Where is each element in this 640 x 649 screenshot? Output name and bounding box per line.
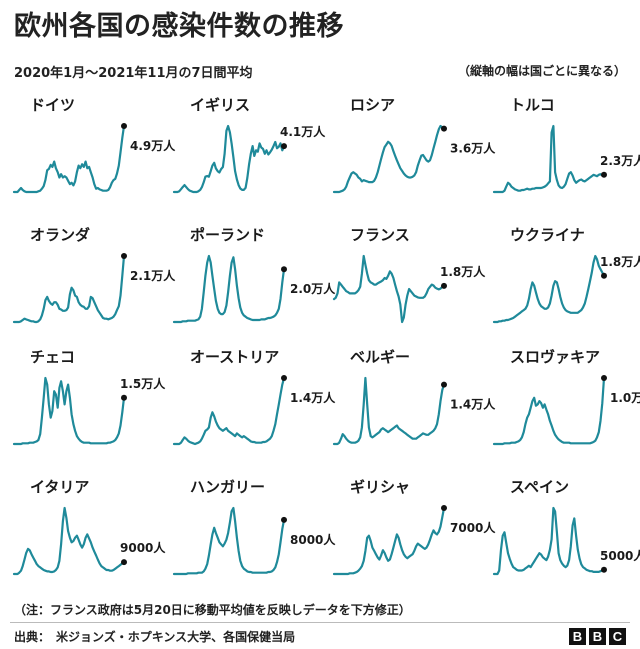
country-panel: フランス 1.8万人 <box>332 226 486 324</box>
country-panel: ウクライナ 1.8万人 <box>492 226 640 324</box>
country-panel: スペイン 5000人 <box>492 478 640 576</box>
bbc-logo: B B C <box>569 628 626 645</box>
latest-value-dot <box>601 171 607 178</box>
country-panel: チェコ 1.5万人 <box>12 348 166 446</box>
case-trend-line <box>332 376 446 446</box>
case-trend-line <box>12 124 126 194</box>
latest-value-dot <box>601 566 607 573</box>
country-panel: トルコ 2.3万人 <box>492 96 640 194</box>
latest-value-label: 2.3万人 <box>600 153 640 168</box>
country-name: オランダ <box>30 226 90 244</box>
latest-value-dot <box>281 143 287 150</box>
bbc-logo-letter: B <box>569 628 586 645</box>
latest-value-label: 1.8万人 <box>600 254 640 269</box>
country-panel: スロヴァキア 1.0万人 <box>492 348 640 446</box>
latest-value-label: 7000人 <box>450 520 496 535</box>
country-name: ギリシャ <box>350 478 410 496</box>
country-name: イタリア <box>30 478 89 496</box>
case-trend-line <box>12 506 126 576</box>
country-panel: イタリア 9000人 <box>12 478 166 576</box>
country-name: ドイツ <box>30 96 75 114</box>
latest-value-label: 1.8万人 <box>440 264 486 279</box>
case-trend-line <box>332 254 446 324</box>
case-trend-line <box>172 124 286 194</box>
latest-value-label: 1.5万人 <box>120 376 166 391</box>
country-panel: オーストリア 1.4万人 <box>172 348 336 446</box>
latest-value-label: 3.6万人 <box>450 141 496 156</box>
latest-value-label: 2.0万人 <box>290 281 336 296</box>
country-panel: ロシア 3.6万人 <box>332 96 496 194</box>
country-name: ハンガリー <box>190 478 265 496</box>
case-trend-line <box>332 124 446 194</box>
country-name: イギリス <box>190 96 250 114</box>
latest-value-dot <box>121 559 127 566</box>
latest-value-dot <box>121 253 127 259</box>
latest-value-dot <box>281 266 287 273</box>
country-name: ベルギー <box>350 348 410 366</box>
country-name: ロシア <box>350 96 395 114</box>
country-name: チェコ <box>30 348 75 366</box>
country-name: オーストリア <box>190 348 279 366</box>
bbc-logo-letter: C <box>609 628 626 645</box>
latest-value-dot <box>441 125 447 132</box>
country-name: スロヴァキア <box>510 348 600 366</box>
case-trend-line <box>172 506 286 576</box>
page-subtitle: 2020年1月～2021年11月の7日間平均 <box>14 66 253 81</box>
case-trend-line <box>492 376 606 446</box>
latest-value-dot <box>281 516 287 523</box>
small-multiples-grid: ドイツ 4.9万人 イギリス 4.1万人 ロシア 3.6万人 トルコ 2.3万人オランダ 2.1… <box>12 96 640 576</box>
footnote: （注：フランス政府は5月20日に移動平均値を反映しデータを下方修正） <box>14 603 411 617</box>
country-panel: ベルギー 1.4万人 <box>332 348 496 446</box>
source-credit: 出典： 米ジョンズ・ホプキンス大学、各国保健当局 <box>14 630 296 644</box>
latest-value-dot <box>441 282 447 289</box>
country-panel: ギリシャ 7000人 <box>332 478 496 576</box>
latest-value-dot <box>281 375 287 381</box>
latest-value-label: 2.1万人 <box>130 268 176 283</box>
country-panel: ドイツ 4.9万人 <box>12 96 176 194</box>
latest-value-dot <box>121 123 127 129</box>
latest-value-label: 1.4万人 <box>290 390 336 405</box>
country-name: トルコ <box>510 96 555 114</box>
axis-scale-note: （縦軸の幅は国ごとに異なる） <box>457 64 626 78</box>
case-trend-line <box>12 376 126 446</box>
latest-value-label: 5000人 <box>600 548 640 563</box>
latest-value-dot <box>441 381 447 388</box>
latest-value-label: 4.9万人 <box>130 138 176 153</box>
case-trend-line <box>172 376 286 446</box>
latest-value-dot <box>601 272 607 279</box>
case-trend-line <box>332 506 446 576</box>
case-trend-line <box>492 254 606 324</box>
country-name: フランス <box>350 226 410 244</box>
latest-value-dot <box>441 505 447 511</box>
case-trend-line <box>172 254 286 324</box>
latest-value-label: 1.0万人 <box>610 390 640 405</box>
country-name: スペイン <box>510 478 569 496</box>
country-name: ポーランド <box>190 226 265 244</box>
case-trend-line <box>492 124 606 194</box>
country-panel: ポーランド 2.0万人 <box>172 226 336 324</box>
latest-value-dot <box>121 394 127 401</box>
latest-value-label: 1.4万人 <box>450 397 496 412</box>
latest-value-dot <box>601 375 607 381</box>
case-trend-line <box>492 506 606 576</box>
latest-value-label: 4.1万人 <box>280 124 326 139</box>
country-panel: イギリス 4.1万人 <box>172 96 326 194</box>
bbc-logo-letter: B <box>589 628 606 645</box>
footer-divider <box>10 622 630 623</box>
country-name: ウクライナ <box>510 226 585 244</box>
country-panel: オランダ 2.1万人 <box>12 226 176 324</box>
country-panel: ハンガリー 8000人 <box>172 478 336 576</box>
page-title: 欧州各国の感染件数の推移 <box>14 11 344 42</box>
latest-value-label: 8000人 <box>290 532 336 547</box>
case-trend-line <box>12 254 126 324</box>
latest-value-label: 9000人 <box>120 540 166 555</box>
